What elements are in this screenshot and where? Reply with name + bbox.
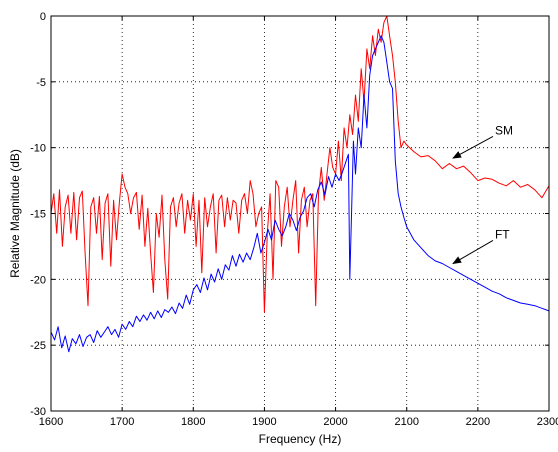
y-tick-label: 0 — [40, 11, 46, 23]
x-tick-label: 2200 — [466, 416, 490, 428]
x-tick-label: 1900 — [252, 416, 276, 428]
annotation-label-ft: FT — [495, 227, 510, 241]
x-tick-label: 1800 — [181, 416, 205, 428]
x-tick-label: 1600 — [39, 416, 63, 428]
annotation-label-sm: SM — [495, 123, 513, 137]
series-group — [50, 15, 550, 353]
y-tick-label: -30 — [30, 406, 46, 418]
x-tick-label: 2000 — [323, 416, 347, 428]
y-tick-label: -25 — [30, 340, 46, 352]
y-tick-label: -20 — [30, 274, 46, 286]
x-tick-label: 2100 — [394, 416, 418, 428]
grid — [51, 16, 549, 411]
annotation-arrow-ft — [452, 240, 494, 264]
y-tick-label: -10 — [30, 143, 46, 155]
x-tick-label: 1700 — [110, 416, 134, 428]
y-tick-label: -15 — [30, 209, 46, 221]
y-axis-title: Relative Magnitude (dB) — [8, 149, 22, 278]
y-tick-label: -5 — [36, 77, 46, 89]
x-axis-title: Frequency (Hz) — [259, 432, 342, 446]
annotation-arrow-sm — [452, 136, 494, 159]
series-line-ft — [50, 35, 550, 353]
series-line-sm — [50, 15, 550, 313]
annotations: SM FT — [452, 123, 513, 264]
